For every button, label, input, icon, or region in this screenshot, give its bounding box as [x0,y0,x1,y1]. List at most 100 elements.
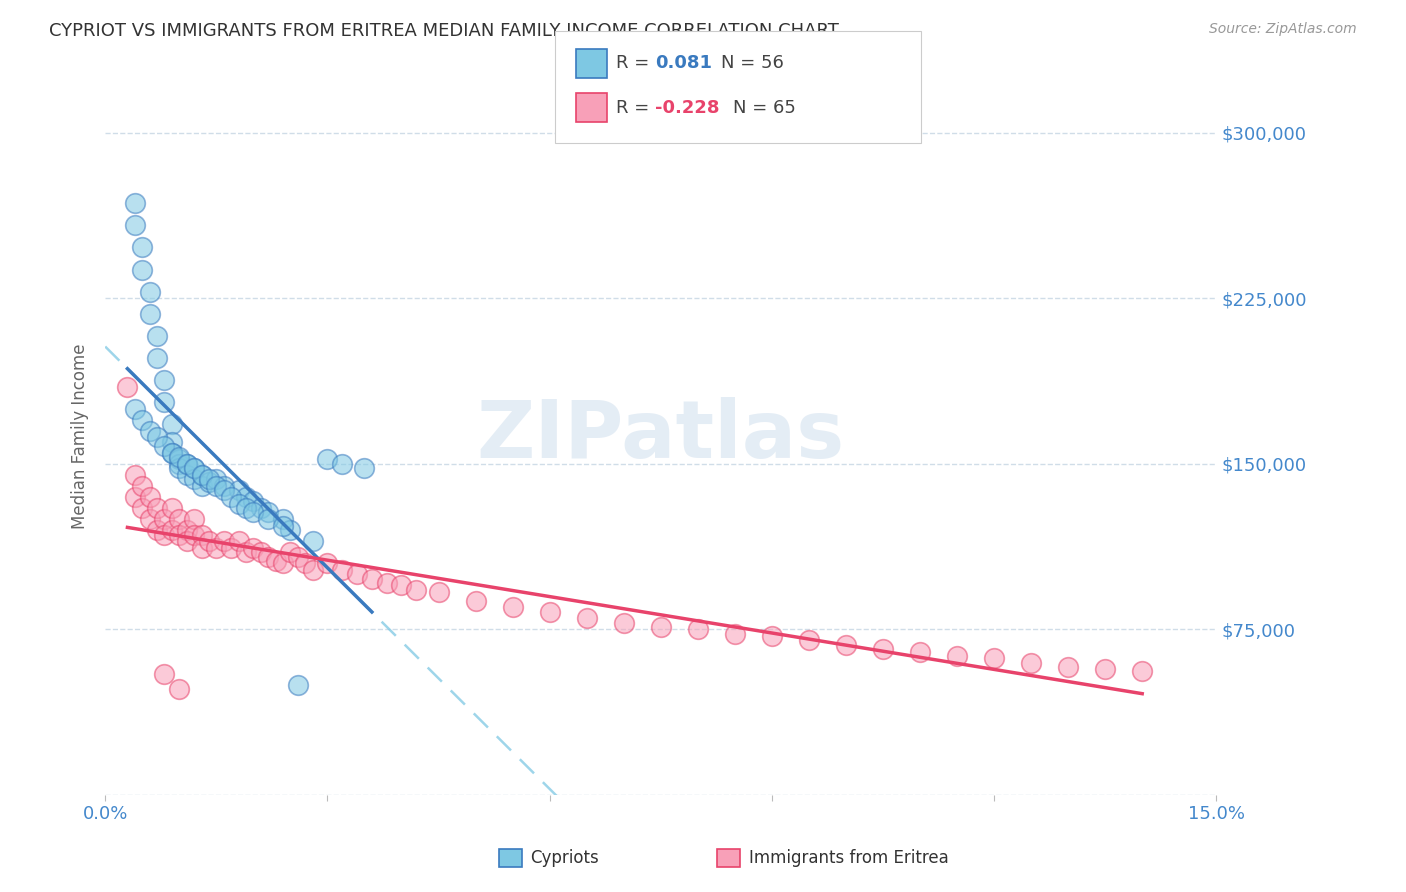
Point [138,424,160,438]
Point [242,541,264,555]
Point [124,196,146,211]
Point [375,576,398,591]
Point [257,512,280,526]
Point [212,534,235,549]
Point [228,483,250,498]
Point [212,479,235,493]
Point [124,467,146,482]
Point [146,523,169,537]
Point [160,523,183,537]
Point [235,545,257,559]
Point [257,549,280,564]
Point [1130,665,1153,679]
Point [249,545,271,559]
Point [983,651,1005,665]
Point [169,452,191,467]
Point [183,512,205,526]
Point [138,285,160,299]
Point [264,554,287,568]
Point [650,620,672,634]
Point [271,518,294,533]
Point [946,648,969,663]
Point [301,534,323,549]
Point [198,475,221,489]
Point [235,490,257,504]
Point [138,512,160,526]
Point [183,527,205,541]
Point [835,638,858,652]
Point [205,541,228,555]
Point [131,479,153,493]
Point [613,615,636,630]
Point [280,545,302,559]
Point [538,605,561,619]
Point [219,490,242,504]
Point [316,556,339,570]
Point [271,512,294,526]
Point [183,472,205,486]
Point [146,328,169,343]
Text: N = 56: N = 56 [721,54,785,72]
Text: ZIPatlas: ZIPatlas [477,397,845,475]
Point [176,457,198,471]
Point [153,527,176,541]
Point [169,450,191,465]
Point [242,505,264,519]
Point [427,585,450,599]
Point [183,461,205,475]
Point [176,534,198,549]
Y-axis label: Median Family Income: Median Family Income [72,343,89,529]
Point [190,479,212,493]
Point [160,434,183,449]
Point [131,501,153,516]
Text: N = 65: N = 65 [733,99,796,117]
Point [131,262,153,277]
Text: Source: ZipAtlas.com: Source: ZipAtlas.com [1209,22,1357,37]
Point [294,556,316,570]
Point [117,379,139,393]
Text: -0.228: -0.228 [655,99,720,117]
Point [124,219,146,233]
Point [242,494,264,508]
Point [160,446,183,460]
Point [183,461,205,475]
Point [287,678,309,692]
Point [190,527,212,541]
Point [153,666,176,681]
Point [138,307,160,321]
Point [153,512,176,526]
Point [219,541,242,555]
Point [391,578,413,592]
Point [257,505,280,519]
Point [160,501,183,516]
Point [280,523,302,537]
Point [346,567,368,582]
Point [360,572,382,586]
Point [1019,656,1042,670]
Point [330,457,353,471]
Point [1057,660,1080,674]
Point [190,541,212,555]
Point [160,446,183,460]
Point [176,523,198,537]
Point [190,467,212,482]
Point [153,395,176,409]
Text: R =: R = [616,99,655,117]
Point [169,527,191,541]
Point [353,461,375,475]
Point [169,457,191,471]
Point [169,461,191,475]
Point [146,430,169,444]
Text: Immigrants from Eritrea: Immigrants from Eritrea [749,849,949,867]
Point [205,472,228,486]
Point [131,240,153,254]
Point [872,642,894,657]
Point [235,501,257,516]
Point [330,563,353,577]
Point [464,593,486,607]
Point [575,611,598,625]
Point [198,534,221,549]
Point [228,534,250,549]
Point [724,627,747,641]
Point [287,549,309,564]
